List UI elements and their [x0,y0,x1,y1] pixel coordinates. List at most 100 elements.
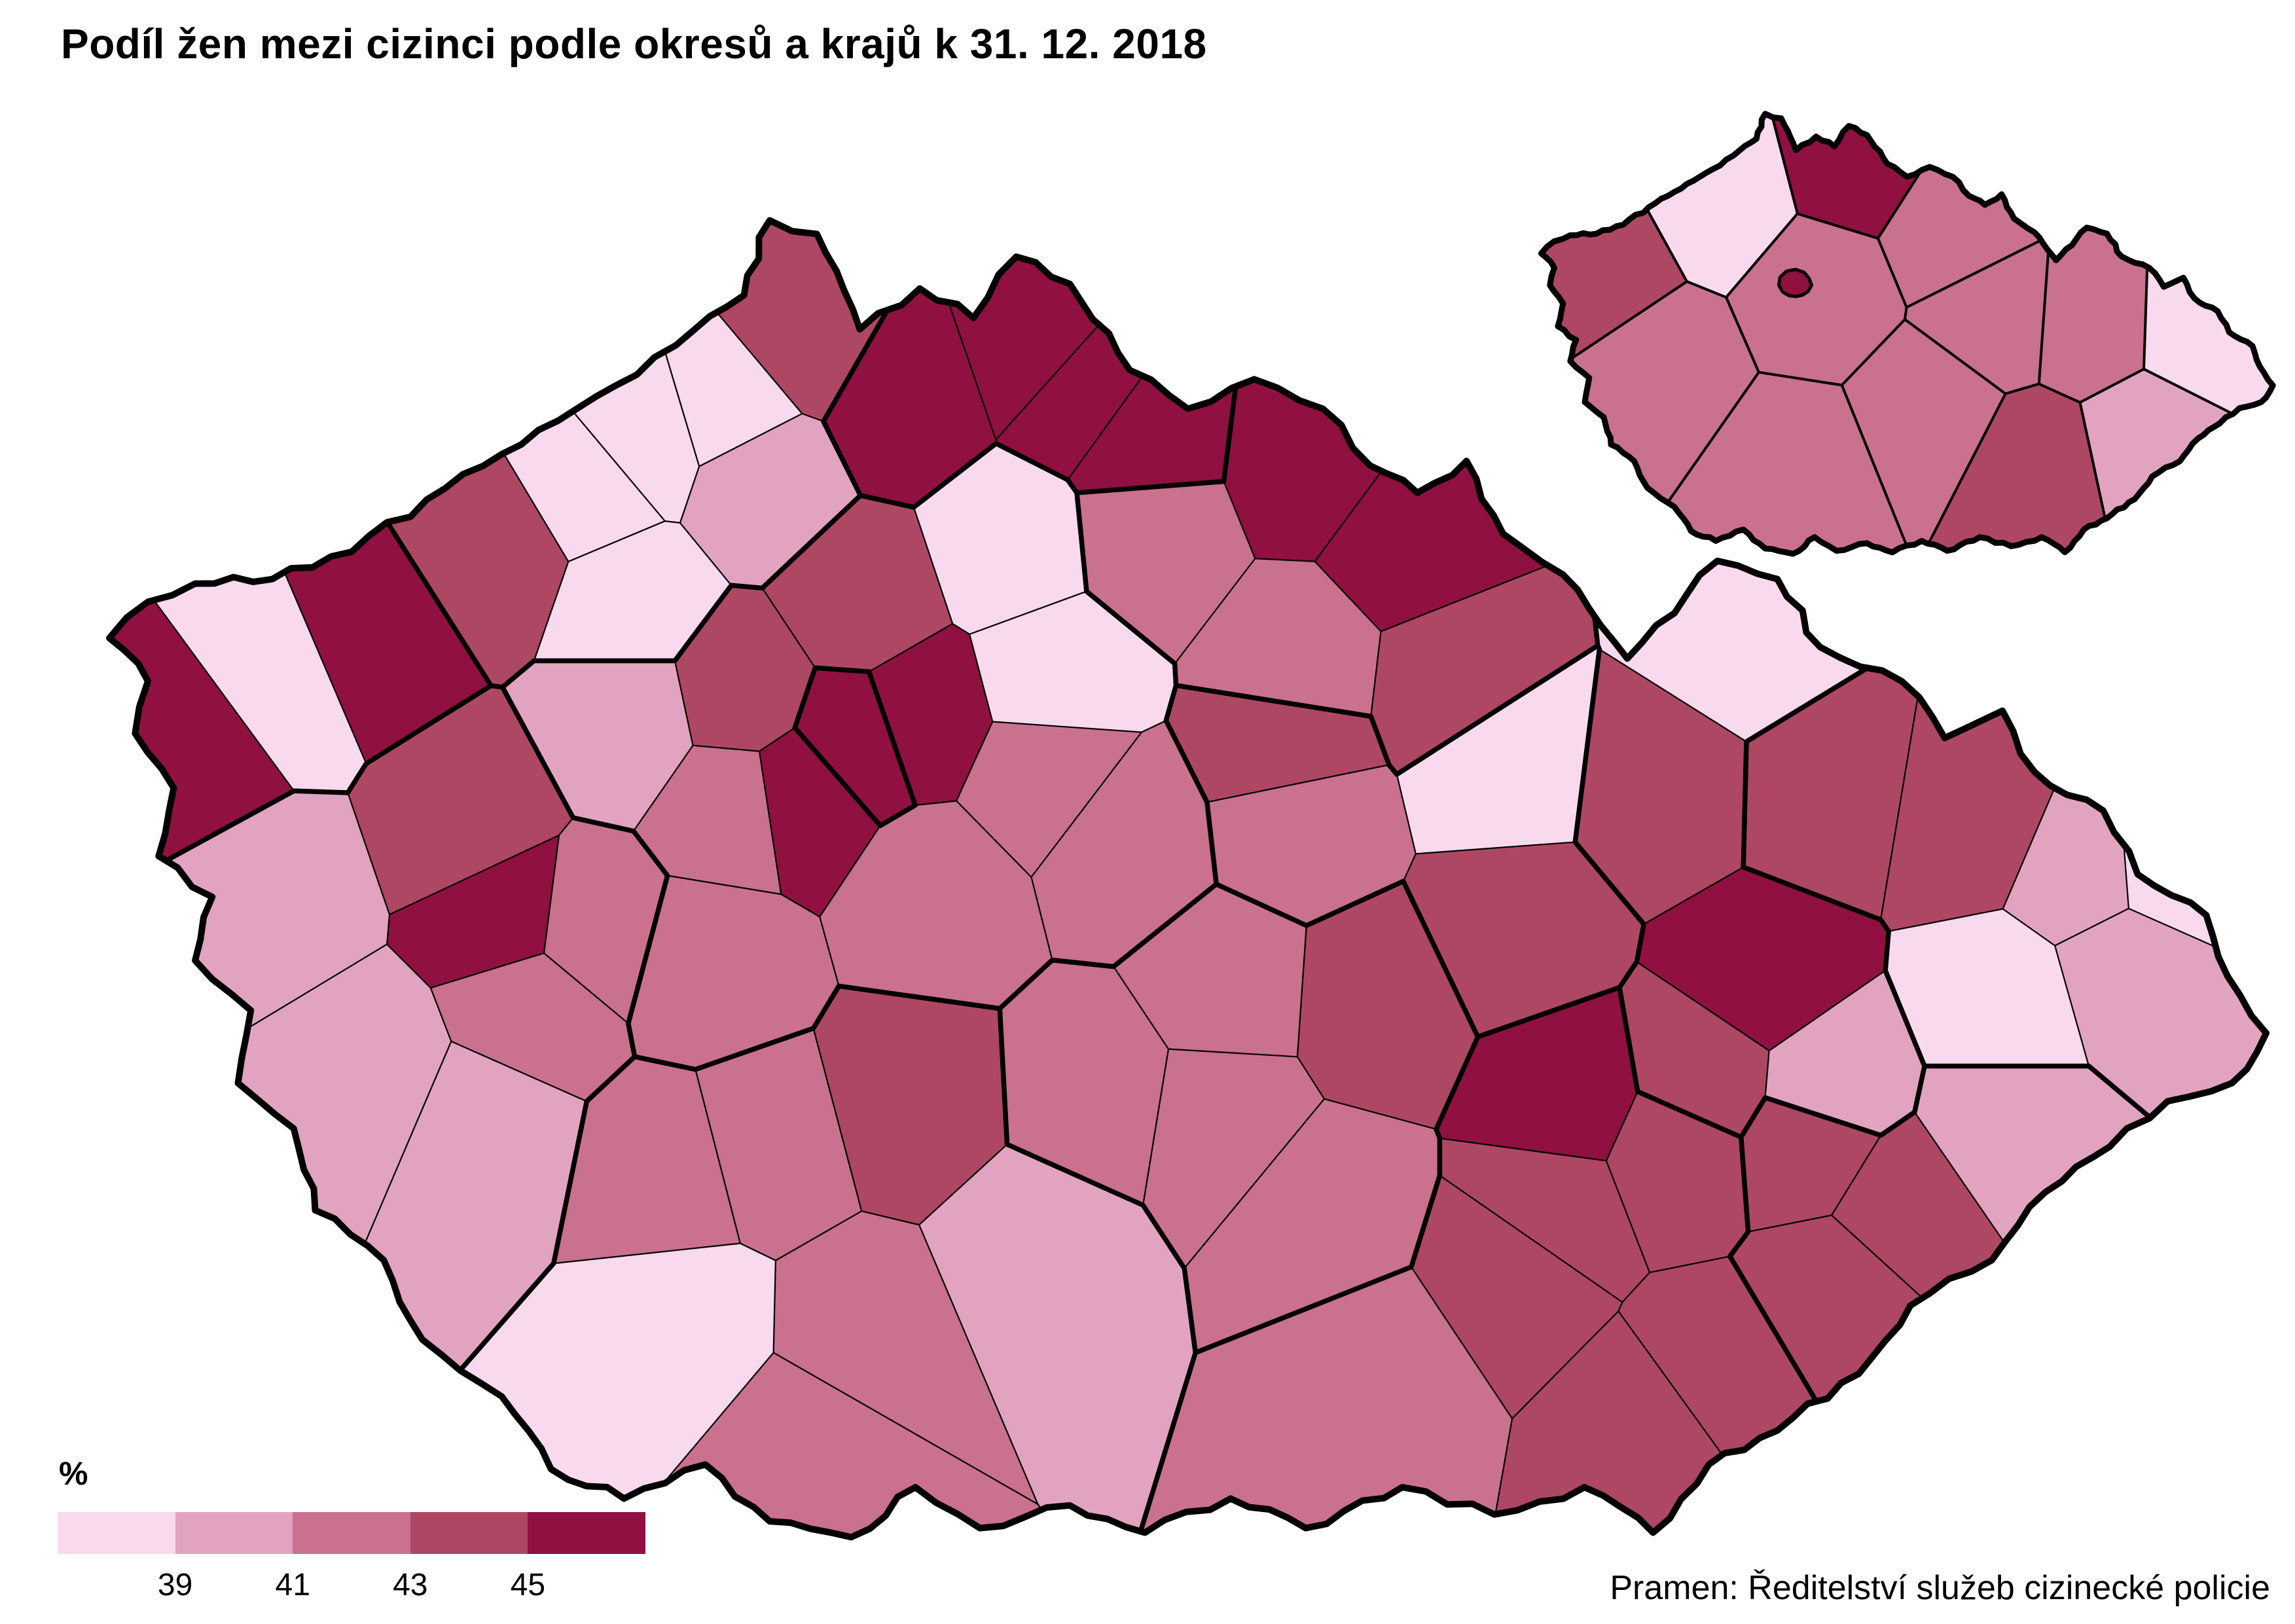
district-cell [823,288,996,507]
legend-tick-label: 45 [510,1568,546,1602]
region-inset-map [1525,105,2278,563]
district-cell [348,685,573,915]
country-outline [1541,114,2273,554]
district-cell [1403,842,1644,1037]
district-cell [1594,560,1868,742]
district-cell [553,1056,740,1264]
district-cell [913,443,1087,634]
region-border-lines [1571,117,2233,545]
district-cell [1495,1311,1723,1533]
district-cell [1206,765,1416,926]
district-cell [2055,908,2267,1118]
region-cell [1726,213,1907,386]
district-cell [1729,1215,1923,1401]
region-cell [1646,113,1798,298]
district-cell [1765,970,1925,1136]
district-cell [1741,1097,1881,1232]
district-cell [773,1211,1038,1505]
legend-swatch [175,1512,293,1554]
district-cell [284,522,492,764]
district-cell [1396,645,1600,854]
legend-swatch [410,1512,528,1554]
district-cell [387,453,569,687]
district-cell [1174,558,1381,717]
legend-color-bar [58,1512,645,1554]
district-cell [109,600,295,861]
district-cell [1439,1138,1650,1303]
region-cell [1928,384,2106,552]
district-choropleth-map [62,193,2281,1564]
district-cell [1031,720,1217,967]
district-cell [1000,960,1168,1206]
region-cell [2144,266,2273,414]
district-cell [1575,649,1746,924]
district-cell [1636,867,1889,1051]
district-cell [1606,1091,1748,1272]
region-cell [1841,319,2006,546]
district-border-lines [154,302,2216,1514]
district-cell [430,953,635,1102]
country-outline [109,221,2266,1538]
district-cell [1113,884,1307,1057]
region-cell [1541,209,1688,359]
district-cell [154,571,367,793]
district-cell [695,1028,862,1261]
district-cell [1885,909,2089,1066]
district-cell [633,745,782,895]
district-cell [820,801,1053,1009]
region-cell [2080,369,2233,519]
district-cell [166,791,390,1028]
district-cell [1619,962,1769,1138]
district-cell [813,986,1007,1225]
region-cell [1772,117,1922,239]
capital-region-dot [1779,270,1811,297]
district-cell [1881,696,2055,931]
district-cell [1166,685,1390,803]
district-cell [674,585,816,751]
district-cell [544,818,668,1024]
district-cell [919,1144,1196,1532]
district-cell [387,835,559,988]
region-cell [1905,240,2049,394]
district-cell [662,1352,1042,1538]
legend-tick-label: 41 [275,1568,310,1602]
district-cell [503,411,665,562]
district-cell [1184,1098,1440,1353]
region-cell [1877,167,2042,308]
district-cell [795,668,916,826]
district-cell [1411,1175,1623,1419]
legend-swatch [58,1512,175,1554]
legend-tick-label: 43 [393,1568,428,1602]
district-cell [1436,987,1638,1161]
district-cell [1140,1267,1513,1533]
legend-tick-label: 39 [157,1568,193,1602]
source-note: Pramen: Ředitelství služeb cizinecké pol… [1610,1569,2270,1607]
region-border-lines [166,310,2150,1532]
district-cell [1371,565,1598,774]
district-cell [1067,376,1236,493]
district-cell [238,944,452,1244]
district-cell [717,220,888,422]
district-cell [1618,1256,1816,1455]
district-cell [2002,787,2129,946]
district-cell [679,413,861,588]
legend-swatch [528,1512,645,1554]
legend-unit-label: % [59,1455,88,1492]
district-cell [759,727,880,917]
district-cell [762,495,953,672]
page-title: Podíl žen mezi cizinci podle okresů a kr… [61,20,1207,67]
district-cell [664,312,803,467]
district-cell [1314,461,1548,632]
district-cell [1143,1049,1325,1269]
region-cell [2038,227,2148,403]
district-cell [628,875,839,1070]
district-cell [1223,379,1382,562]
district-cell [1914,1066,2150,1243]
district-cell [996,325,1143,480]
district-cell [969,591,1176,732]
district-cell [460,1243,776,1499]
district-cell [502,660,693,831]
district-cell [1743,668,1918,920]
district-cell [1832,1111,2005,1298]
